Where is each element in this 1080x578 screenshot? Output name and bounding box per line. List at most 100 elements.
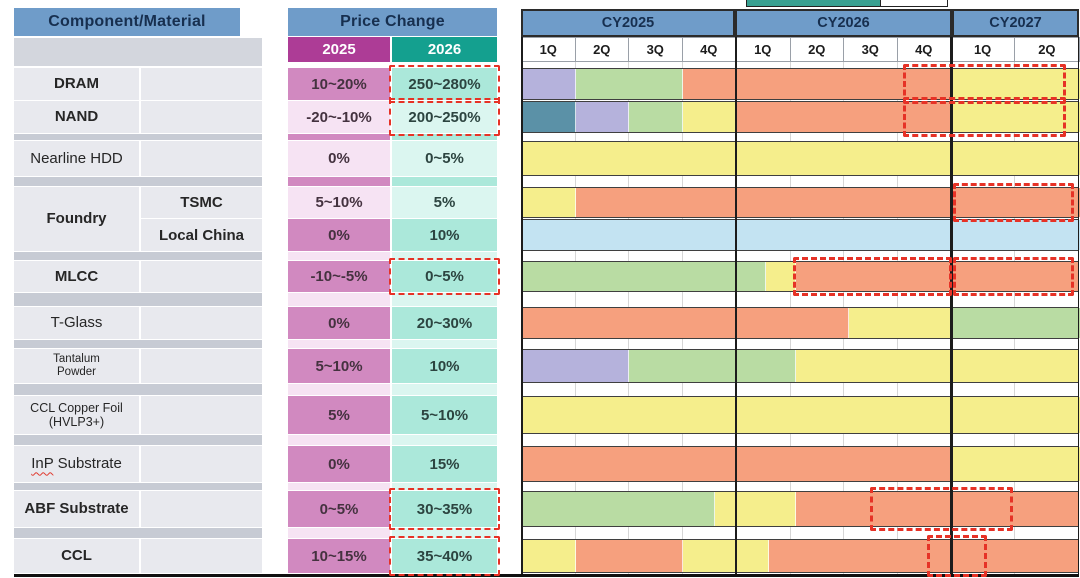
- year-border-line: [735, 37, 737, 574]
- price-separator: [392, 340, 497, 348]
- price-cell-2025-tantalum-powder: 5~10%: [288, 349, 390, 383]
- component-subcell-ccl-copper-foil: [141, 396, 262, 434]
- price-separator: [288, 435, 390, 445]
- segment-salmon-t-glass: [522, 308, 850, 338]
- segment-yellow-t-glass: [849, 308, 951, 338]
- timeline-row-tantalum-powder: [521, 349, 1080, 383]
- price-highlight-box-nand: [389, 98, 500, 136]
- price-separator: [288, 177, 390, 186]
- price-separator: [288, 293, 390, 306]
- segment-yellow-nearline-hdd: [522, 142, 1080, 175]
- component-subcell-inp-substrate: [141, 446, 262, 482]
- component-header-label: Component/Material: [48, 13, 206, 30]
- component-cell-abf-substrate: ABF Substrate: [14, 491, 139, 527]
- segment-yellow-tantalum-powder: [795, 350, 1080, 382]
- price-cell-2025-nearline-hdd: 0%: [288, 141, 390, 176]
- segment-green-abf-substrate: [522, 492, 715, 526]
- quarter-header-cy2026-4q: 4Q: [896, 37, 951, 62]
- price-cell-2026-ccl: 35~40%: [392, 539, 497, 573]
- price-header: Price Change: [288, 8, 497, 36]
- segment-teal-nand: [522, 102, 576, 132]
- component-separator: [14, 483, 262, 490]
- quarter-header-cy2026-1q: 1Q: [735, 37, 791, 62]
- cy2025-header: CY2025: [521, 9, 735, 37]
- legend-color-swatch: [747, 0, 883, 6]
- timeline-highlight-box-dram: [902, 64, 1067, 104]
- cy2027-header: CY2027: [952, 9, 1079, 37]
- timeline-row-ccl: [521, 539, 1080, 573]
- timeline-highlight-box-foundry-tsmc: [953, 183, 1075, 222]
- segment-salmon-ccl: [769, 540, 1080, 572]
- price-cell-2025-inp-substrate: 0%: [288, 446, 390, 482]
- segment-green-tantalum-powder: [629, 350, 796, 382]
- timeline-highlight-box-nand: [902, 97, 1067, 137]
- timeline-chart: CY2025 CY2026 CY2027 1Q 2Q 3Q 4Q 1Q 2Q 3Q 4Q 1Q 2Q: [521, 0, 1080, 578]
- price-cell-2025-ccl-copper-foil: 5%: [288, 396, 390, 434]
- component-label-ccl-copper-foil: CCL Copper Foil (HVLP3+): [30, 400, 123, 429]
- component-label-dram: DRAM: [54, 75, 99, 93]
- segment-yellow-ccl: [522, 540, 576, 572]
- bottom-rule: [14, 574, 1079, 577]
- component-top-band: [14, 38, 262, 66]
- segment-yellow-abf-substrate: [714, 492, 796, 526]
- segment-lavender-tantalum-powder: [522, 350, 629, 382]
- price-separator: [392, 293, 497, 306]
- component-subcell-mlcc: [141, 261, 262, 292]
- segment-green-mlcc: [522, 262, 767, 291]
- price-cell-2026-dram: 250~280%: [392, 68, 497, 100]
- timeline-row-t-glass: [521, 307, 1080, 339]
- component-cell-inp-substrate: InP Substrate: [14, 446, 139, 482]
- quarter-header-cy2025-2q: 2Q: [574, 37, 629, 62]
- price-separator: [392, 483, 497, 490]
- component-cell-foundry-tsmc: Foundry: [14, 187, 139, 251]
- price-separator: [288, 384, 390, 395]
- inp-misspell-underline: InP: [31, 455, 54, 473]
- timeline-row-nearline-hdd: [521, 141, 1080, 176]
- segment-salmon-dram: [682, 69, 951, 99]
- price-cell-2026-t-glass: 20~30%: [392, 307, 497, 339]
- price-cell-2025-abf-substrate: 0~5%: [288, 491, 390, 527]
- price-separator: [392, 177, 497, 186]
- segment-yellow-dram: [951, 69, 1080, 99]
- price-separator: [288, 483, 390, 490]
- segment-green-t-glass: [951, 308, 1080, 338]
- legend-fragment: [746, 0, 948, 7]
- timeline-highlight-box-ccl: [926, 535, 988, 577]
- component-separator: [14, 435, 262, 445]
- component-label-tantalum-powder: Tantalum Powder: [53, 352, 100, 378]
- price-cell-2026-foundry-tsmc: 5%: [392, 187, 497, 218]
- timeline-row-inp-substrate: [521, 446, 1080, 482]
- quarter-header-cy2027-1q: 1Q: [950, 37, 1016, 62]
- price-separator: [288, 528, 390, 538]
- price-cell-2026-nearline-hdd: 0~5%: [392, 141, 497, 176]
- year-border-line: [521, 37, 523, 574]
- component-separator: [14, 134, 262, 140]
- component-cell-nand: NAND: [14, 101, 139, 133]
- year-border-line: [950, 37, 953, 574]
- segment-lavender-nand: [575, 102, 629, 132]
- cy2026-header: CY2026: [735, 9, 952, 37]
- segment-yellow-inp-substrate: [951, 447, 1080, 481]
- quarter-header-cy2025-3q: 3Q: [628, 37, 683, 62]
- price-highlight-box-dram: [389, 65, 500, 103]
- timeline-row-foundry-local-china: [521, 219, 1080, 251]
- segment-yellow-ccl-copper-foil: [522, 397, 1080, 433]
- component-cell-mlcc: MLCC: [14, 261, 139, 292]
- price-separator: [392, 528, 497, 538]
- price-cell-2026-mlcc: 0~5%: [392, 261, 497, 292]
- segment-yellow-nand: [682, 102, 736, 132]
- price-cell-2025-dram: 10~20%: [288, 68, 390, 100]
- timeline-row-ccl-copper-foil: [521, 396, 1080, 434]
- component-label-mlcc: MLCC: [54, 267, 99, 285]
- component-subcell-dram: [141, 68, 262, 100]
- price-highlight-box-abf-substrate: [389, 488, 500, 530]
- component-cell-tantalum-powder: Tantalum Powder: [14, 349, 139, 383]
- quarter-header-cy2025-4q: 4Q: [681, 37, 736, 62]
- quarter-header-cy2025-1q: 1Q: [521, 37, 576, 62]
- component-subcell-foundry-tsmc: TSMC: [141, 187, 262, 218]
- price-cell-2026-inp-substrate: 15%: [392, 446, 497, 482]
- component-subcell-abf-substrate: [141, 491, 262, 527]
- price-separator: [288, 134, 390, 140]
- component-cell-t-glass: T-Glass: [14, 307, 139, 339]
